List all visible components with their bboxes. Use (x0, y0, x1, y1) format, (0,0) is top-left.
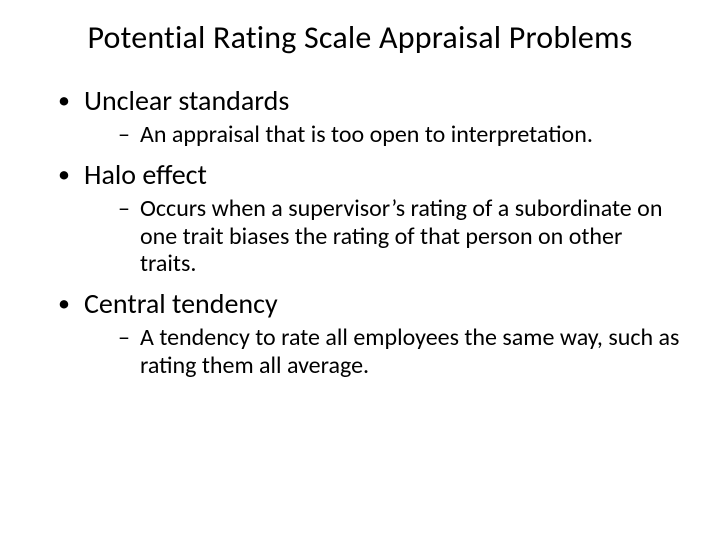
bullet-item: Halo effect Occurs when a supervisor’s r… (58, 159, 690, 278)
sub-bullet-text: An appraisal that is too open to interpr… (140, 120, 593, 149)
slide: Potential Rating Scale Appraisal Problem… (0, 0, 720, 540)
sub-bullet-item: Occurs when a supervisor’s rating of a s… (118, 195, 680, 278)
sub-bullet-item: An appraisal that is too open to interpr… (118, 121, 680, 149)
sub-bullet-text: Occurs when a supervisor’s rating of a s… (140, 194, 662, 278)
bullet-item: Central tendency A tendency to rate all … (58, 288, 690, 379)
sub-bullet-list: A tendency to rate all employees the sam… (84, 324, 690, 379)
bullet-list: Unclear standards An appraisal that is t… (30, 85, 690, 379)
sub-bullet-text: A tendency to rate all employees the sam… (140, 323, 679, 380)
bullet-item: Unclear standards An appraisal that is t… (58, 85, 690, 149)
slide-title: Potential Rating Scale Appraisal Problem… (30, 18, 690, 57)
sub-bullet-list: An appraisal that is too open to interpr… (84, 121, 690, 149)
bullet-text: Halo effect (84, 157, 207, 192)
bullet-text: Unclear standards (84, 83, 289, 118)
sub-bullet-item: A tendency to rate all employees the sam… (118, 324, 680, 379)
bullet-text: Central tendency (84, 286, 278, 321)
sub-bullet-list: Occurs when a supervisor’s rating of a s… (84, 195, 690, 278)
